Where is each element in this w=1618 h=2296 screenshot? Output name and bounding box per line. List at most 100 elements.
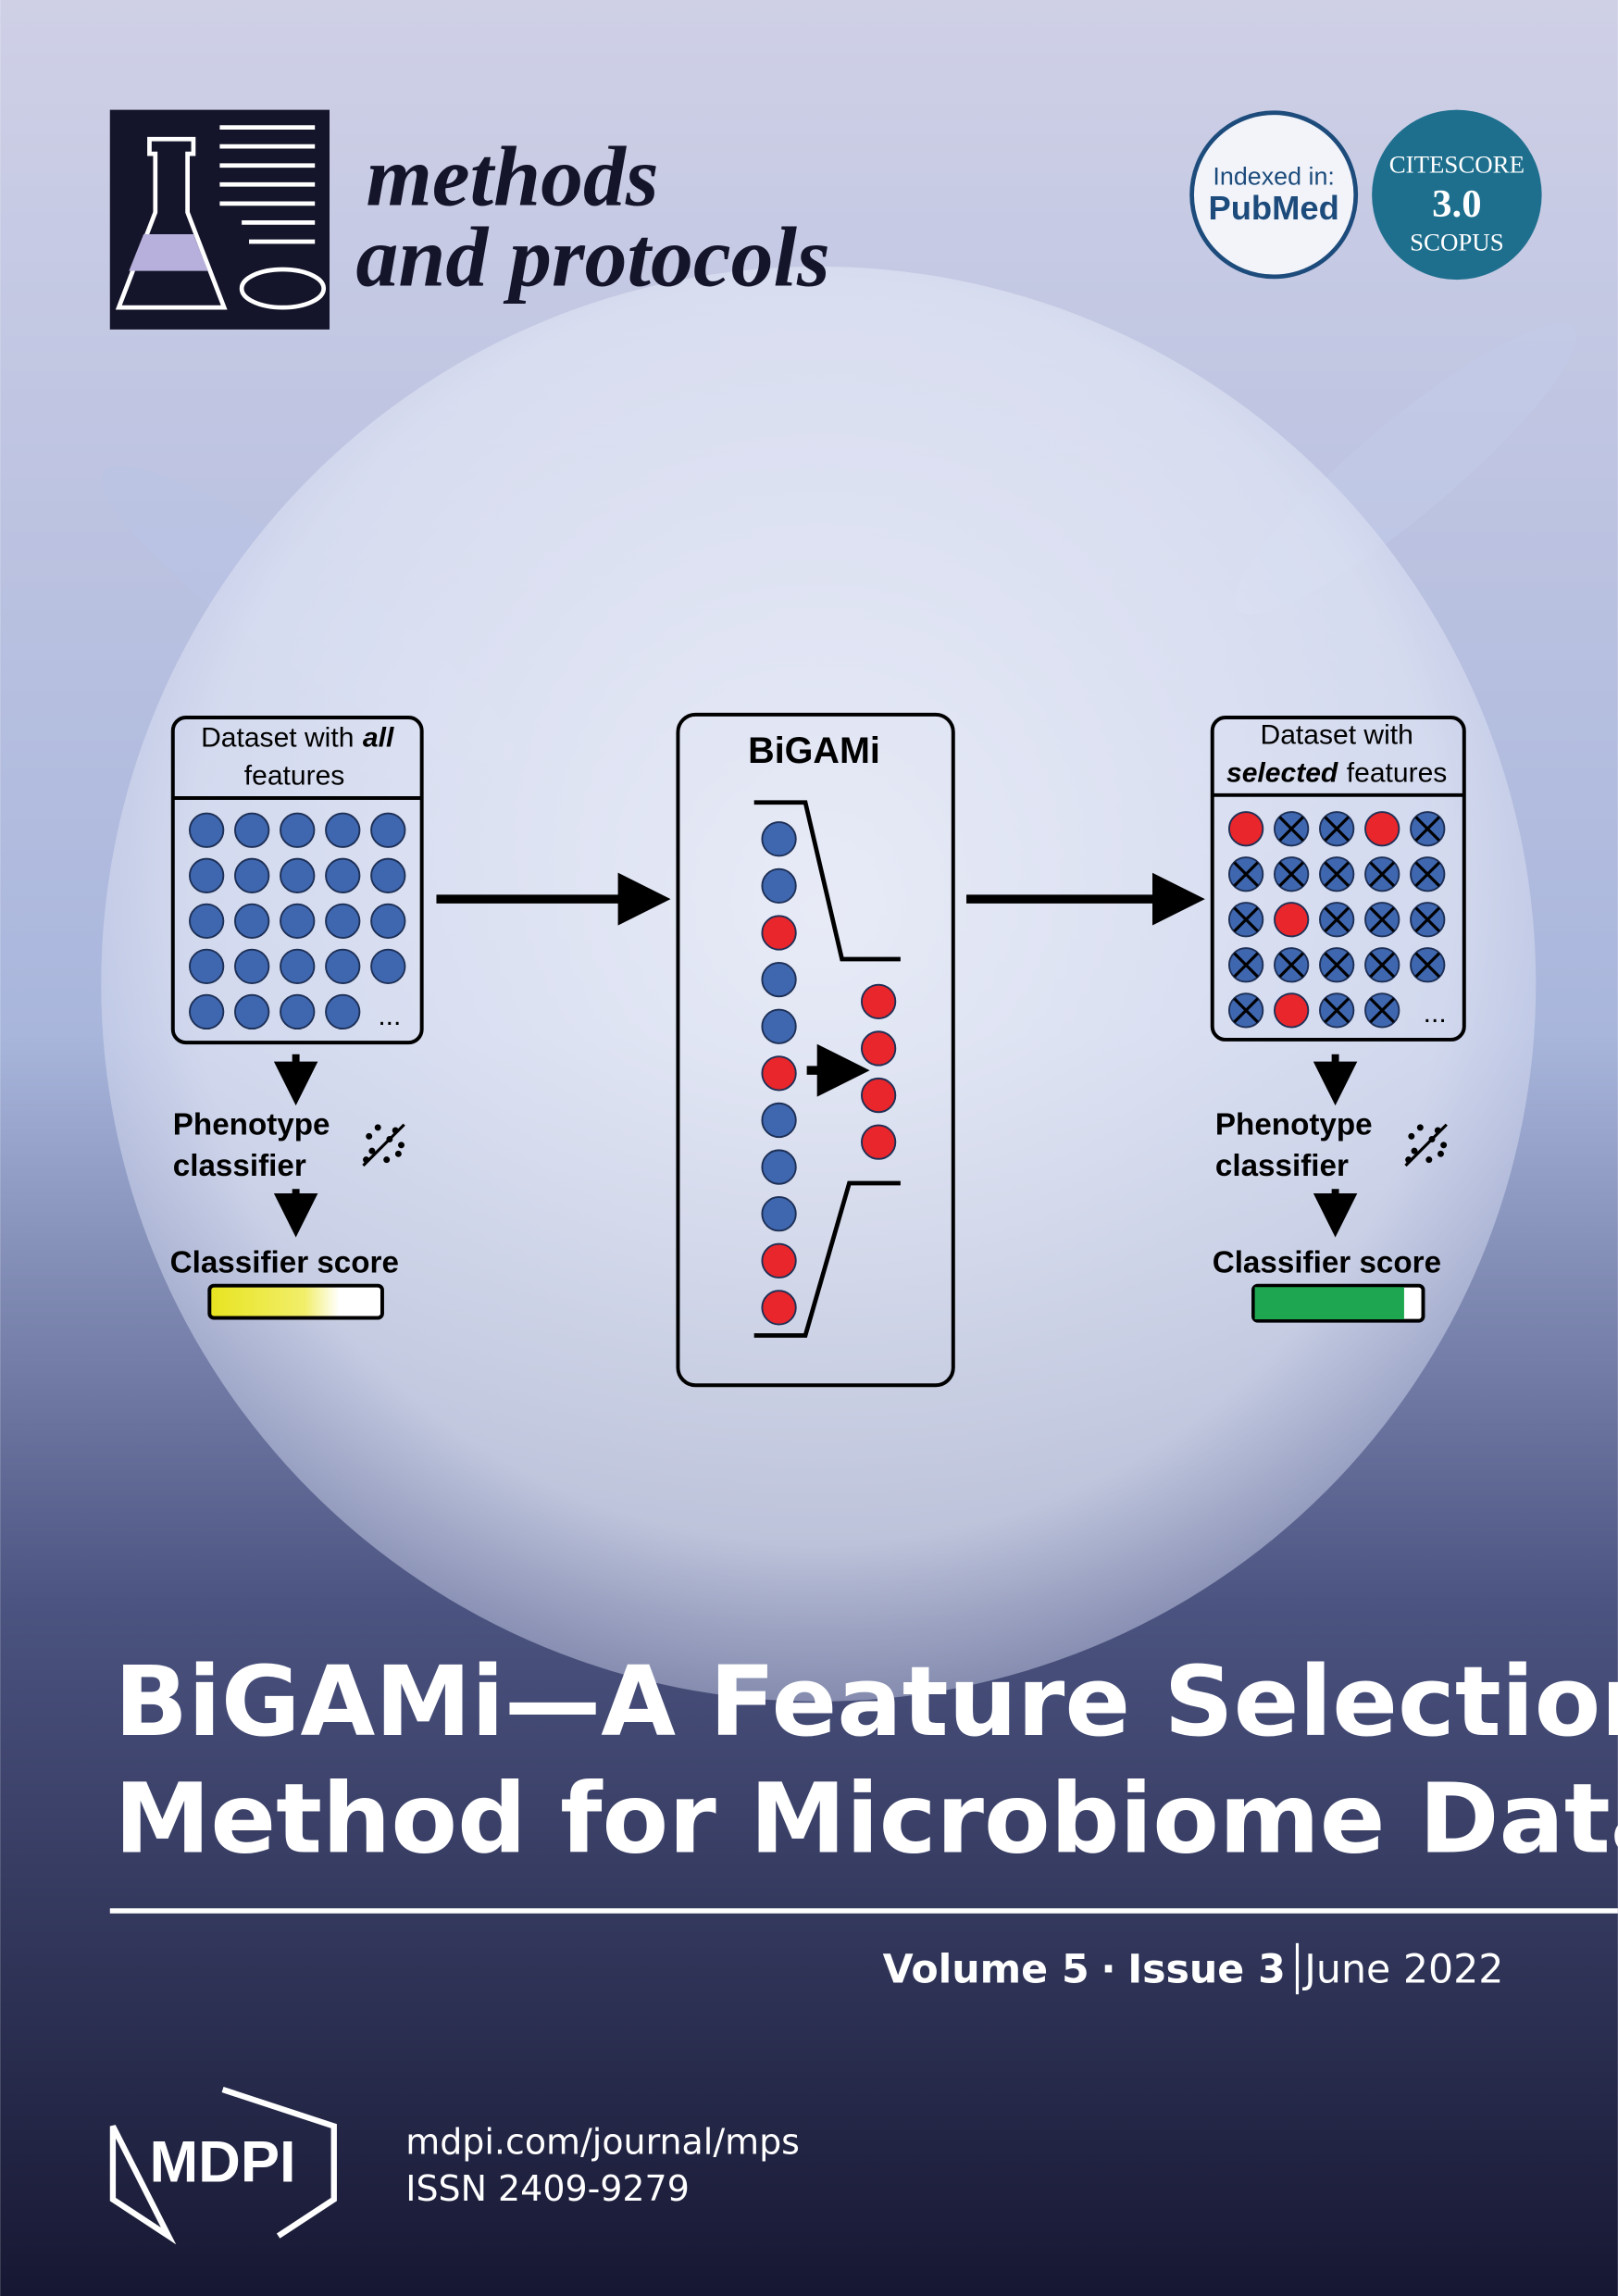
icon-dot [398,1142,404,1149]
feature-dot [1227,811,1264,847]
cross-mark [1414,952,1441,979]
pubmed-badge: Indexed in: PubMed [1189,110,1359,280]
icon-dot [386,1136,393,1142]
journal-url: mdpi.com/journal/mps [405,2122,800,2163]
volume: Volume 5 [883,1947,1089,1993]
workflow-figure: Dataset with all features ... Phenotype c… [170,712,1466,1388]
icon-dot [1428,1136,1436,1142]
cross-mark [1278,861,1304,888]
feature-dot [189,903,225,939]
feature-dot [325,857,361,893]
cross-mark [1324,861,1350,888]
feature-dot [325,948,361,985]
feature-dot [761,1196,797,1232]
icon-dot [383,1156,391,1164]
cross-mark [1233,952,1259,979]
feature-dot [370,948,406,985]
bracket [753,800,901,962]
mdpi-hexagon [109,2086,337,2245]
feature-dot [280,948,316,985]
badge-name: PubMed [1208,189,1338,227]
article-title: Method for Microbiome Data [115,1763,1618,1876]
journal-name: methods [367,129,659,223]
icon-dot [1411,1147,1418,1154]
ellipsis: ... [1424,998,1447,1029]
icon-dot [366,1132,373,1140]
badge-source: SCOPUS [1410,228,1504,256]
cross-mark [1369,906,1395,933]
icon-dot [392,1127,399,1134]
issn: ISSN 2409-9279 [405,2168,690,2209]
icon-dot [374,1124,381,1131]
panel-box [676,712,955,1388]
feature-dot [761,915,797,951]
icon-dot [1408,1132,1415,1140]
feature-dot [761,1102,797,1139]
icon-dot [1440,1142,1448,1149]
panel-title: selected features [1226,758,1447,789]
feature-dot [860,983,897,1019]
feature-dot [234,812,270,848]
issue-info: Volume 5 · Issue 3 [883,1947,1286,1993]
feature-dot [761,821,797,857]
issue-number: Issue 3 [1127,1947,1286,1993]
cross-mark [1369,861,1395,888]
petri-dish [239,267,327,310]
ellipsis: ... [378,1001,401,1031]
score-label: Classifier score [1213,1245,1441,1279]
feature-dot [325,993,361,1030]
panel-title: Dataset with all [201,723,394,754]
score-fill [1254,1287,1404,1320]
feature-dot [189,857,225,893]
feature-dot [234,948,270,985]
feature-dot [370,857,406,893]
cross-mark [1233,997,1259,1024]
panel-title: features [244,761,345,792]
issue-date: June 2022 [1301,1947,1503,1993]
feature-dot [234,903,270,939]
flask [115,136,228,310]
icon-dot [1425,1156,1433,1164]
icon-dot [1434,1127,1441,1134]
feature-dot [280,812,316,848]
panel-box [1210,716,1466,1042]
feature-dot [761,867,797,905]
feature-dot [189,948,225,985]
badge-label: Indexed in: [1213,162,1335,190]
feature-dot [280,857,316,893]
badge-label: CITESCORE [1389,151,1525,179]
bracket [753,1180,901,1338]
panel-title-emphasis: selected [1226,758,1338,789]
icon-dot [394,1150,402,1157]
journal-name: and protocols [355,209,829,304]
feature-dot [860,1124,897,1160]
classifier-label: classifier [1215,1149,1349,1183]
cross-mark [1369,952,1395,979]
feature-dot [860,1077,897,1114]
score-bar [207,1283,384,1320]
classifier-label: classifier [173,1149,306,1183]
cross-mark [1324,997,1350,1024]
cross-mark [1278,952,1304,979]
icon-dot [1416,1124,1424,1131]
citescore-badge: CITESCORE 3.0 SCOPUS [1372,109,1542,281]
feature-dot [325,812,361,848]
cross-mark [1278,816,1304,842]
badge-circle [1372,109,1542,281]
icon-dot [1437,1150,1444,1157]
feature-dot [325,903,361,939]
feature-dot [234,993,270,1030]
badge-value: 3.0 [1432,182,1481,226]
publisher-name: MDPI [149,2130,295,2195]
feature-dot [761,1242,797,1279]
cross-mark [1233,906,1259,933]
feature-dot [1274,992,1310,1029]
feature-dot [761,1008,797,1044]
cross-mark [1414,861,1441,888]
center-disc [101,266,1537,1702]
feature-dot [234,857,270,893]
feature-dot [370,903,406,939]
cross-mark [1324,816,1350,842]
